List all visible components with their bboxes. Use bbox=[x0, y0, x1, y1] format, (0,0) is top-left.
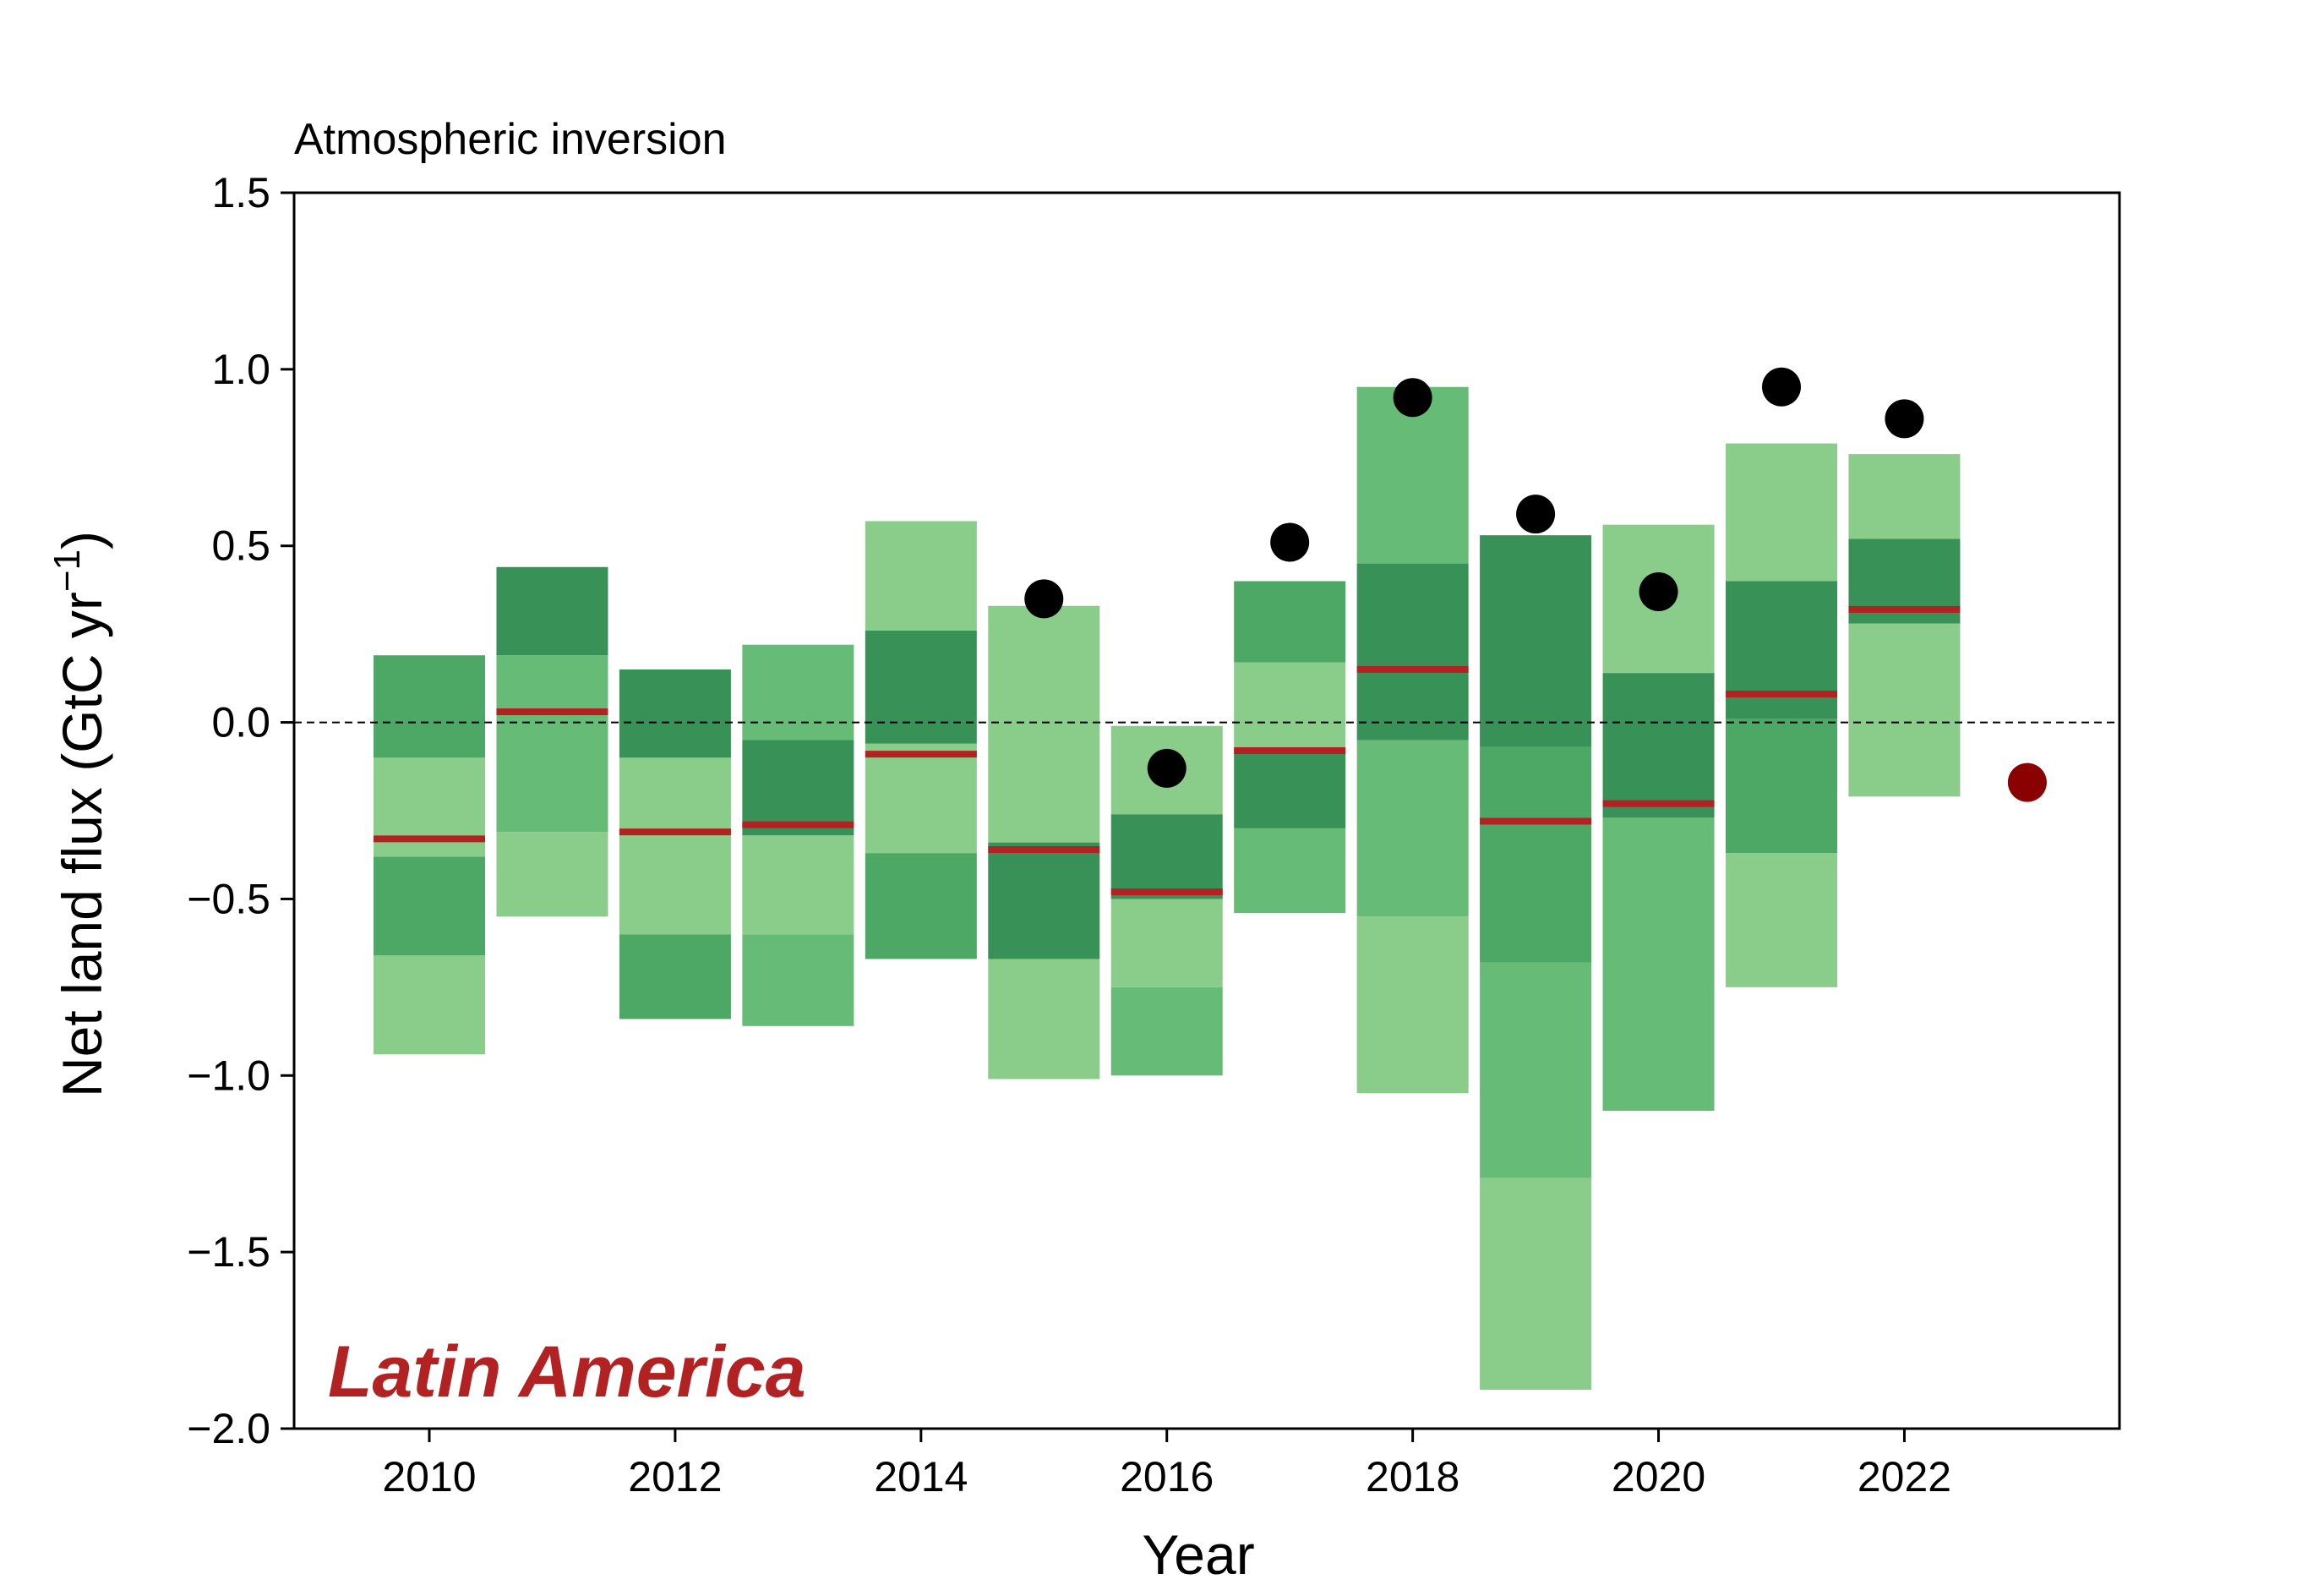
data-point-2022 bbox=[1885, 399, 1924, 439]
bar-segment-2010-3 bbox=[374, 655, 485, 758]
x-axis: 2010 2012 2014 2016 2018 2020 2022 bbox=[382, 1429, 1951, 1500]
bar-segment-2020-0 bbox=[1602, 817, 1715, 1112]
bar-segment-2012-2 bbox=[619, 669, 731, 758]
bar-segment-2015-0 bbox=[988, 959, 1100, 1079]
y-tick-label: −1.0 bbox=[187, 1052, 270, 1099]
y-tick-label: 1.0 bbox=[211, 346, 270, 393]
bar-segment-2014-0 bbox=[865, 853, 977, 959]
data-point-2023 bbox=[2007, 762, 2047, 802]
y-axis-title: Net land flux (GtC yr−1) bbox=[46, 531, 113, 1097]
bar-segment-2021-0 bbox=[1726, 853, 1837, 987]
y-tick-label: −2.0 bbox=[187, 1405, 270, 1452]
y-axis-title-main: Net land flux (GtC yr bbox=[51, 592, 113, 1097]
bar-segment-2017-1 bbox=[1234, 750, 1346, 828]
bar-segment-2018-2 bbox=[1356, 563, 1469, 741]
bar-segment-2022-2 bbox=[1848, 454, 1961, 539]
data-point-2015 bbox=[1024, 579, 1064, 619]
bar-segment-2013-1 bbox=[742, 835, 854, 935]
data-point-2018 bbox=[1393, 378, 1432, 418]
bar-segment-2019-1 bbox=[1480, 962, 1592, 1178]
bar-segment-2017-3 bbox=[1234, 581, 1346, 663]
bar-segment-2015-1 bbox=[988, 842, 1100, 959]
y-axis: −2.0 −1.5 −1.0 −0.5 0.0 0.5 1.0 1.5 bbox=[187, 169, 294, 1452]
data-point-2019 bbox=[1516, 495, 1556, 534]
points-layer bbox=[1024, 367, 2047, 802]
y-axis-title-superscript: −1 bbox=[46, 549, 88, 592]
bar-segment-2016-0 bbox=[1110, 987, 1223, 1076]
bar-segment-2011-1 bbox=[496, 655, 608, 833]
y-tick-label: 1.5 bbox=[211, 169, 270, 216]
bar-segment-2011-2 bbox=[496, 566, 608, 656]
bar-segment-2016-1 bbox=[1110, 899, 1223, 987]
x-tick-label: 2014 bbox=[874, 1453, 968, 1500]
bar-segment-2010-1 bbox=[374, 856, 485, 956]
bar-segment-2011-0 bbox=[496, 832, 608, 917]
bar-segment-2019-0 bbox=[1480, 1178, 1592, 1391]
bar-segment-2017-0 bbox=[1234, 828, 1346, 914]
y-axis-title-close: ) bbox=[51, 531, 113, 549]
bar-segment-2022-0 bbox=[1848, 623, 1961, 797]
x-tick-label: 2018 bbox=[1366, 1453, 1459, 1500]
bar-segment-2017-2 bbox=[1234, 662, 1346, 751]
bar-segment-2013-3 bbox=[742, 644, 854, 741]
data-point-2021 bbox=[1762, 367, 1801, 407]
bar-segment-2019-2 bbox=[1480, 746, 1592, 963]
x-tick-label: 2020 bbox=[1612, 1453, 1705, 1500]
y-tick-label: −0.5 bbox=[187, 875, 270, 922]
x-tick-label: 2010 bbox=[382, 1453, 476, 1500]
medians-layer bbox=[374, 605, 1961, 896]
y-tick-label: −1.5 bbox=[187, 1228, 270, 1276]
bar-segment-2014-1 bbox=[865, 743, 977, 854]
bar-segment-2021-3 bbox=[1726, 443, 1837, 582]
bar-segment-2013-0 bbox=[742, 934, 854, 1026]
bar-segment-2020-1 bbox=[1602, 673, 1715, 818]
bar-segment-2014-2 bbox=[865, 630, 977, 744]
bars-layer bbox=[374, 386, 1961, 1391]
x-axis-title: Year bbox=[1142, 1523, 1254, 1585]
bar-segment-2015-2 bbox=[988, 605, 1100, 843]
x-tick-label: 2016 bbox=[1120, 1453, 1214, 1500]
bar-segment-2013-2 bbox=[742, 740, 854, 836]
bar-segment-2018-1 bbox=[1356, 740, 1469, 917]
x-tick-label: 2022 bbox=[1858, 1453, 1951, 1500]
region-label: Latin America bbox=[328, 1331, 806, 1413]
bar-segment-2012-1 bbox=[619, 757, 731, 935]
bar-segment-2019-3 bbox=[1480, 535, 1592, 747]
bar-segment-2018-0 bbox=[1356, 916, 1469, 1094]
bar-segment-2016-2 bbox=[1110, 814, 1223, 899]
bar-segment-2010-0 bbox=[374, 955, 485, 1055]
bar-segment-2012-0 bbox=[619, 934, 731, 1019]
data-point-2020 bbox=[1639, 572, 1678, 612]
chart-title: Atmospheric inversion bbox=[294, 115, 727, 164]
plot-frame bbox=[292, 191, 2121, 1430]
y-tick-label: 0.5 bbox=[211, 522, 270, 570]
y-tick-label: 0.0 bbox=[211, 699, 270, 746]
x-tick-label: 2012 bbox=[628, 1453, 722, 1500]
bar-segment-2021-2 bbox=[1726, 581, 1837, 719]
bar-segment-2021-1 bbox=[1726, 719, 1837, 854]
data-point-2016 bbox=[1147, 748, 1187, 788]
data-point-2017 bbox=[1270, 522, 1310, 562]
bar-segment-2014-3 bbox=[865, 521, 977, 631]
